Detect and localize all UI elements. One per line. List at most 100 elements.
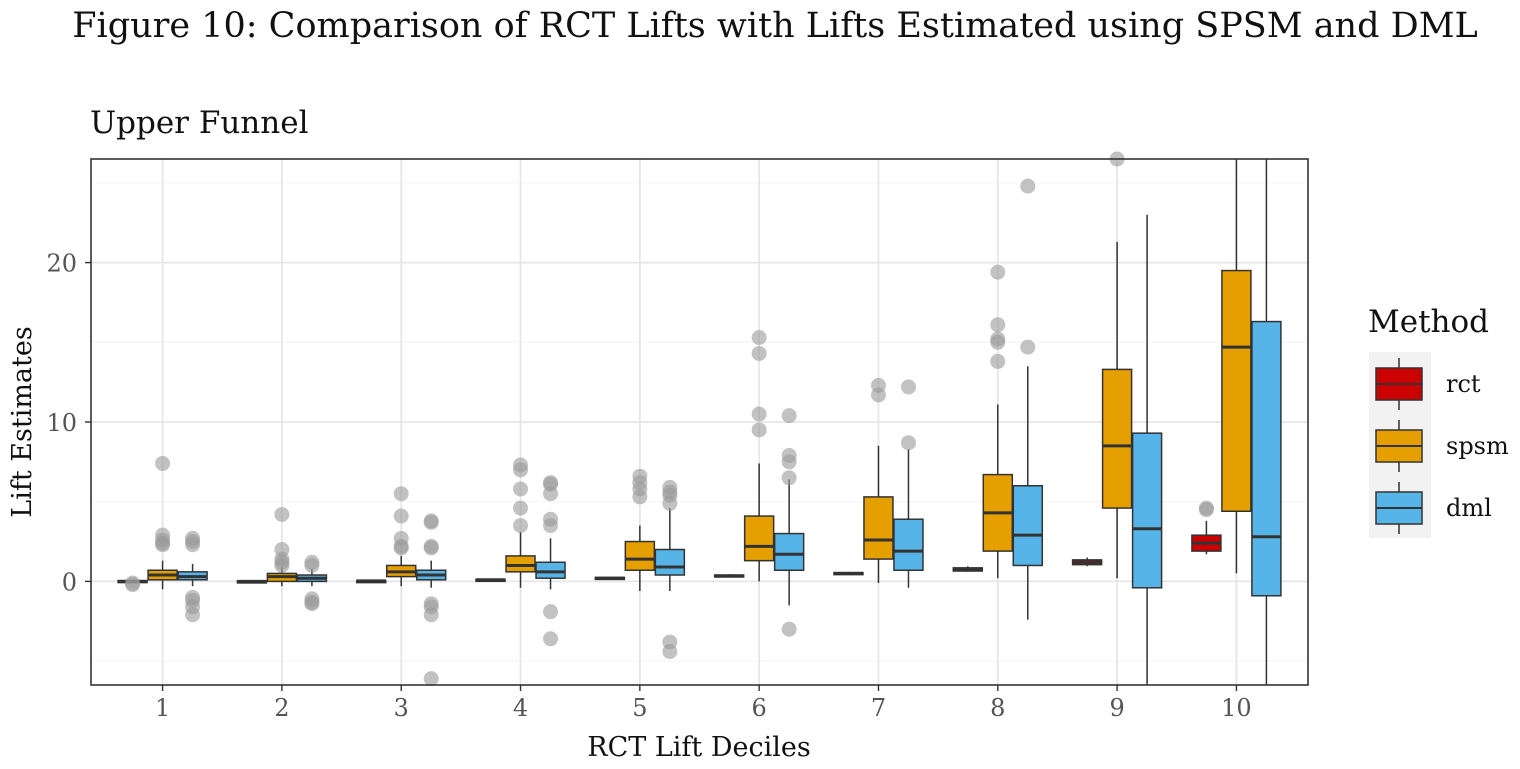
x-tick-label: 2 — [274, 694, 289, 722]
x-axis-label: RCT Lift Deciles — [587, 732, 810, 763]
box — [893, 518, 924, 571]
outlier-point — [662, 644, 678, 660]
outlier-point — [304, 557, 320, 573]
outlier-point — [393, 486, 409, 502]
x-tick-label: 5 — [632, 694, 647, 722]
box — [505, 555, 536, 573]
legend-title: Method — [1368, 304, 1489, 340]
outlier-point — [513, 500, 529, 516]
outlier-point — [513, 481, 529, 497]
box — [1251, 320, 1282, 597]
box-dml-decile-7 — [893, 379, 924, 588]
box — [1101, 368, 1133, 509]
box-rct-decile-7 — [833, 571, 864, 576]
outlier-point — [1198, 500, 1214, 516]
outlier-point — [751, 330, 767, 346]
outlier-point — [393, 508, 409, 524]
box-dml-decile-5 — [654, 479, 686, 660]
box-rct-decile-3 — [355, 579, 387, 584]
x-tick-label: 4 — [513, 694, 528, 722]
box-spsm-decile-10 — [1221, 159, 1252, 574]
box-dml-decile-10 — [1251, 159, 1282, 685]
outlier-point — [632, 489, 648, 505]
outlier-point — [543, 604, 559, 620]
box-rct-decile-2 — [236, 579, 268, 584]
figure-title: Figure 10: Comparison of RCT Lifts with … — [72, 6, 1478, 46]
outlier-point — [990, 264, 1006, 280]
box-spsm-decile-4 — [505, 457, 536, 588]
box-rct-decile-8 — [952, 566, 984, 572]
box-dml-decile-8 — [1012, 178, 1044, 620]
x-tick-label: 10 — [1221, 694, 1252, 722]
x-tick-label: 3 — [394, 694, 409, 722]
outlier-point — [751, 345, 767, 361]
y-tick-label: 10 — [46, 409, 77, 437]
outlier-point — [513, 518, 529, 534]
outlier-point — [274, 506, 290, 522]
boxes-layer — [117, 151, 1282, 687]
legend-label-spsm: spsm — [1446, 432, 1509, 460]
box — [535, 561, 566, 579]
x-tick-label: 6 — [752, 694, 767, 722]
legend-label-rct: rct — [1446, 370, 1481, 398]
box-spsm-decile-7 — [863, 377, 894, 583]
x-tick-label: 7 — [871, 694, 886, 722]
panel-title: Upper Funnel — [90, 105, 309, 141]
outlier-point — [513, 462, 529, 478]
box — [654, 548, 686, 576]
outlier-point — [781, 454, 797, 470]
box-spsm-decile-3 — [385, 486, 417, 587]
box-dml-decile-6 — [773, 408, 805, 637]
outlier-point — [543, 486, 559, 502]
legend-label-dml: dml — [1446, 494, 1492, 522]
outlier-point — [185, 537, 201, 553]
box — [624, 540, 656, 571]
outlier-point — [751, 422, 767, 438]
outlier-point — [185, 607, 201, 623]
legend: Method rct spsm dml — [1368, 304, 1509, 538]
box-spsm-decile-8 — [982, 264, 1014, 579]
box-rct-decile-4 — [475, 578, 506, 583]
x-tick-label: 1 — [155, 694, 170, 722]
outlier-point — [781, 470, 797, 486]
axes-layer: 0 10 20 1 2 3 4 5 6 7 8 9 10 — [46, 250, 1251, 722]
outlier-point — [274, 557, 290, 573]
box — [1012, 485, 1044, 567]
y-tick-label: 0 — [62, 568, 77, 596]
box — [863, 496, 894, 560]
box-spsm-decile-2 — [266, 506, 298, 587]
outlier-point — [900, 379, 916, 395]
outlier-point — [990, 334, 1006, 350]
box — [773, 532, 805, 571]
box-rct-decile-9 — [1071, 557, 1103, 567]
box-spsm-decile-5 — [624, 468, 656, 591]
x-tick-label: 8 — [990, 694, 1005, 722]
outlier-point — [990, 317, 1006, 333]
box-dml-decile-9 — [1131, 214, 1163, 685]
outlier-point — [870, 387, 886, 403]
outlier-point — [900, 435, 916, 451]
outlier-point — [751, 406, 767, 422]
box-rct-decile-5 — [594, 576, 626, 581]
outlier-point — [543, 518, 559, 534]
y-tick-label: 20 — [46, 250, 77, 278]
outlier-point — [125, 577, 141, 593]
box-spsm-decile-6 — [743, 330, 775, 582]
outlier-point — [155, 537, 171, 553]
outlier-point — [990, 353, 1006, 369]
outlier-point — [423, 540, 439, 556]
box-dml-decile-3 — [415, 513, 447, 687]
outlier-point — [1020, 339, 1036, 355]
box-rct-decile-1 — [117, 575, 148, 593]
outlier-point — [543, 631, 559, 647]
outlier-point — [304, 596, 320, 612]
box — [743, 515, 775, 562]
box-rct-decile-6 — [713, 574, 745, 578]
outlier-point — [423, 514, 439, 530]
y-axis-label: Lift Estimates — [7, 326, 38, 517]
box-spsm-decile-1 — [147, 455, 178, 590]
outlier-point — [393, 540, 409, 556]
box-rct-decile-10 — [1191, 500, 1222, 555]
outlier-point — [662, 495, 678, 511]
